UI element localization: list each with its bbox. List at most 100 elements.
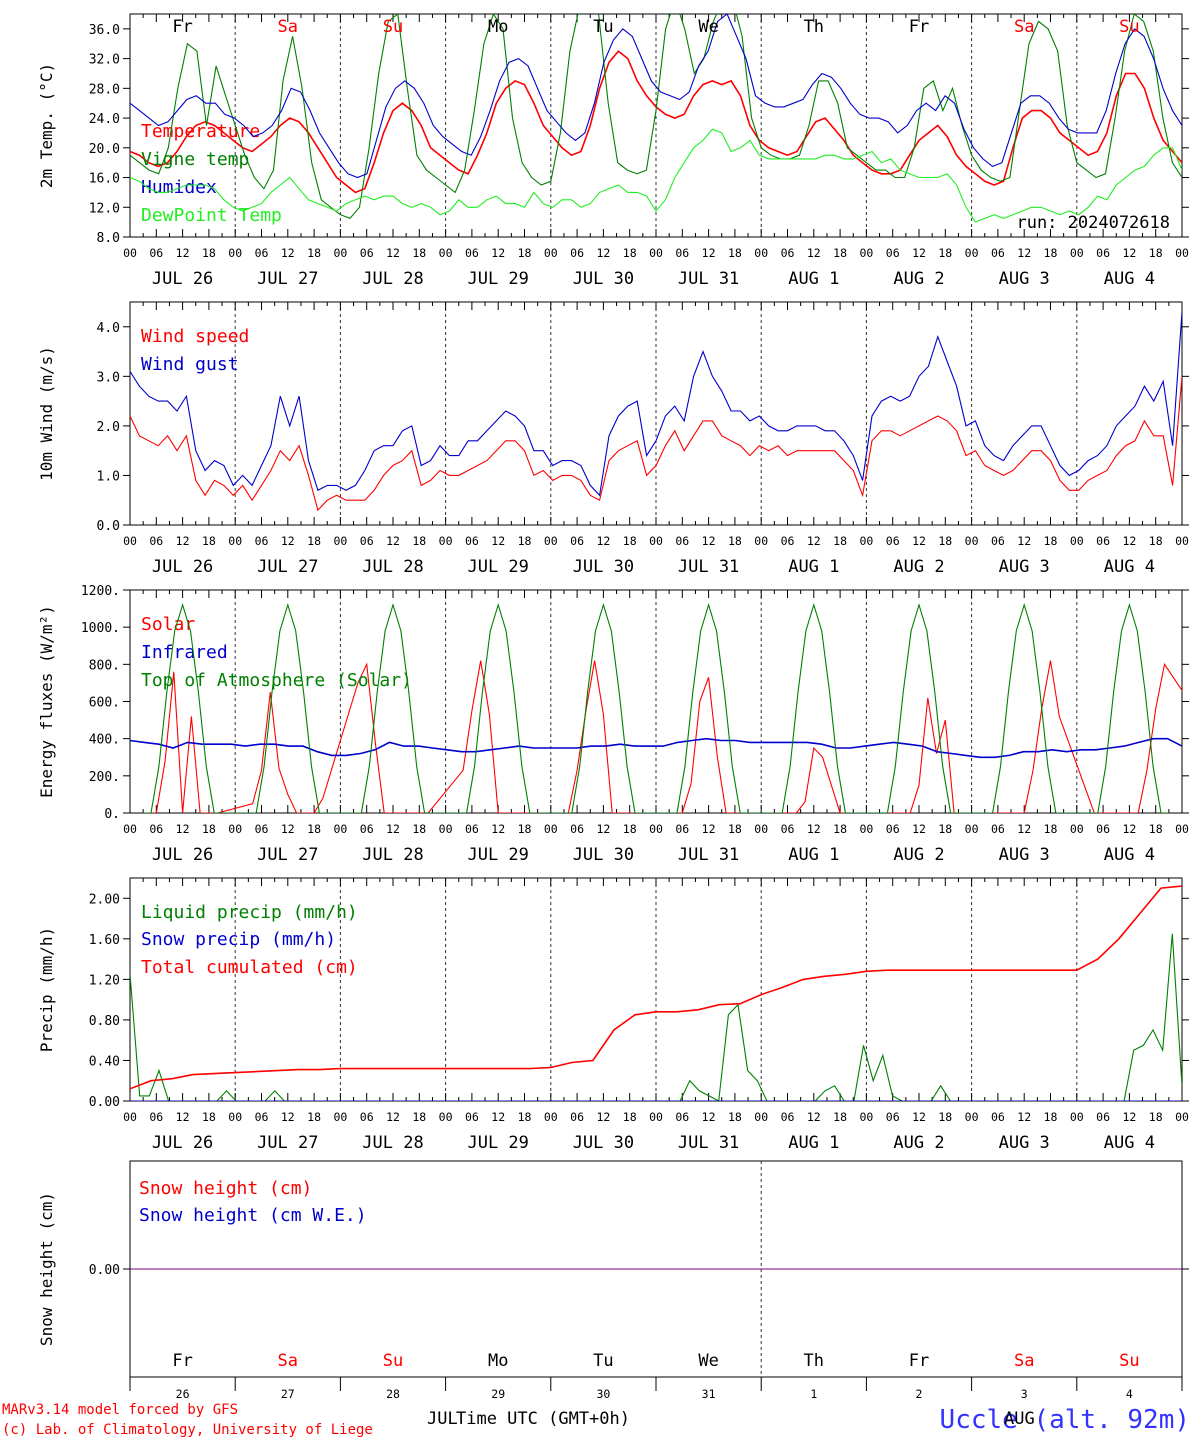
- date-label: AUG 4: [1104, 1133, 1155, 1153]
- legend-entry: DewPoint Temp: [141, 205, 282, 226]
- hour-label: 12: [386, 1110, 400, 1124]
- legend-entry: Wind gust: [141, 354, 239, 375]
- footer-model: MARv3.14 model forced by GFS: [2, 1402, 238, 1418]
- date-label: JUL 28: [362, 269, 423, 289]
- hour-label: 06: [991, 534, 1005, 548]
- hour-label: 00: [439, 246, 453, 260]
- hour-label: 12: [386, 822, 400, 836]
- hour-label: 00: [439, 822, 453, 836]
- day-number-label: 2: [916, 1387, 923, 1401]
- hour-label: 18: [623, 1110, 637, 1124]
- date-label: JUL 29: [467, 269, 528, 289]
- date-label: JUL 29: [467, 1133, 528, 1153]
- hour-label: 00: [1175, 534, 1189, 548]
- hour-label: 00: [228, 534, 242, 548]
- weekday-label: Tu: [593, 1351, 613, 1371]
- legend-entry: Liquid precip (mm/h): [141, 902, 358, 923]
- y-tick-label: 1200.: [81, 584, 120, 599]
- day-number-label: 31: [702, 1387, 716, 1401]
- month-right-label: AUG: [1004, 1409, 1035, 1429]
- hour-label: 06: [675, 822, 689, 836]
- legend-entry: Temperature: [141, 121, 260, 142]
- hour-label: 06: [991, 822, 1005, 836]
- date-label: JUL 27: [257, 557, 318, 577]
- day-number-label: 3: [1021, 1387, 1028, 1401]
- run-annotation: run: 2024072618: [1016, 213, 1170, 233]
- hour-label: 12: [1122, 822, 1136, 836]
- hour-label: 18: [728, 822, 742, 836]
- hour-label: 12: [702, 1110, 716, 1124]
- date-label: JUL 26: [152, 269, 213, 289]
- hour-label: 00: [649, 1110, 663, 1124]
- weekday-label: Su: [1119, 1351, 1139, 1371]
- y-axis-label: 2m Temp. (°C): [37, 63, 56, 188]
- y-tick-label: 200.: [89, 770, 120, 785]
- hour-label: 12: [807, 822, 821, 836]
- hour-label: 12: [1122, 246, 1136, 260]
- date-label: JUL 28: [362, 1133, 423, 1153]
- hour-label: 00: [544, 822, 558, 836]
- date-label: AUG 3: [999, 845, 1050, 865]
- hour-label: 12: [702, 246, 716, 260]
- legend-entry: Wind speed: [141, 326, 249, 347]
- series-line-vigne-temp: [130, 14, 1182, 220]
- hour-label: 18: [938, 534, 952, 548]
- hour-label: 00: [859, 534, 873, 548]
- hour-label: 12: [596, 246, 610, 260]
- hour-label: 06: [781, 822, 795, 836]
- panel-5: 0.00 Snow height (cm) Snow height (cm) Snow…: [37, 1160, 1189, 1401]
- y-tick-label: 1000.: [81, 621, 120, 636]
- date-label: JUL 30: [573, 845, 634, 865]
- date-label: AUG 2: [893, 845, 944, 865]
- y-axis-label: Precip (mm/h): [37, 927, 56, 1052]
- y-tick-label: 2.00: [89, 892, 120, 907]
- hour-label: 00: [754, 534, 768, 548]
- hour-label: 12: [807, 534, 821, 548]
- hour-label: 06: [886, 1110, 900, 1124]
- hour-label: 00: [1175, 1110, 1189, 1124]
- hour-label: 00: [544, 1110, 558, 1124]
- series-line-dewpoint-temp: [130, 128, 1182, 223]
- series-line-top-of-atmosphere-solar-: [143, 603, 1169, 813]
- hour-label: 12: [491, 1110, 505, 1124]
- date-label: AUG 3: [999, 1133, 1050, 1153]
- hour-label: 06: [570, 1110, 584, 1124]
- hour-label: 18: [1149, 822, 1163, 836]
- hour-label: 06: [360, 822, 374, 836]
- hour-label: 06: [886, 822, 900, 836]
- date-label: JUL 26: [152, 557, 213, 577]
- y-tick-label: 12.0: [89, 201, 120, 216]
- date-label: JUL 30: [573, 557, 634, 577]
- hour-label: 00: [965, 822, 979, 836]
- hour-label: 00: [965, 534, 979, 548]
- hour-label: 06: [255, 822, 269, 836]
- hour-label: 00: [1175, 822, 1189, 836]
- day-number-label: 28: [386, 1387, 400, 1401]
- weekday-label: Fr: [172, 17, 192, 37]
- hour-label: 00: [754, 822, 768, 836]
- y-tick-label: 4.0: [97, 321, 120, 336]
- hour-label: 12: [912, 822, 926, 836]
- hour-label: 06: [886, 534, 900, 548]
- hour-label: 18: [307, 246, 321, 260]
- series-line-infrared: [130, 737, 1182, 759]
- y-tick-label: 0.00: [89, 1263, 120, 1278]
- hour-label: 18: [833, 246, 847, 260]
- y-tick-label: 0.: [104, 807, 120, 822]
- hour-label: 06: [570, 534, 584, 548]
- hour-label: 18: [1149, 1110, 1163, 1124]
- panel-1: 8.0 12.0 16.0 20.0 24.0 28.0 32.0 36.0 2m Temp. …: [37, 13, 1189, 289]
- day-number-label: 1: [810, 1387, 817, 1401]
- hour-label: 12: [807, 246, 821, 260]
- hour-label: 12: [1017, 822, 1031, 836]
- y-tick-label: 8.0: [97, 231, 120, 246]
- hour-label: 00: [228, 246, 242, 260]
- hour-label: 12: [807, 1110, 821, 1124]
- hour-label: 00: [544, 534, 558, 548]
- weekday-label: Su: [383, 1351, 403, 1371]
- hour-label: 12: [702, 822, 716, 836]
- weekday-label: Su: [383, 17, 403, 37]
- hour-label: 18: [518, 246, 532, 260]
- hour-label: 00: [228, 1110, 242, 1124]
- y-tick-label: 800.: [89, 658, 120, 673]
